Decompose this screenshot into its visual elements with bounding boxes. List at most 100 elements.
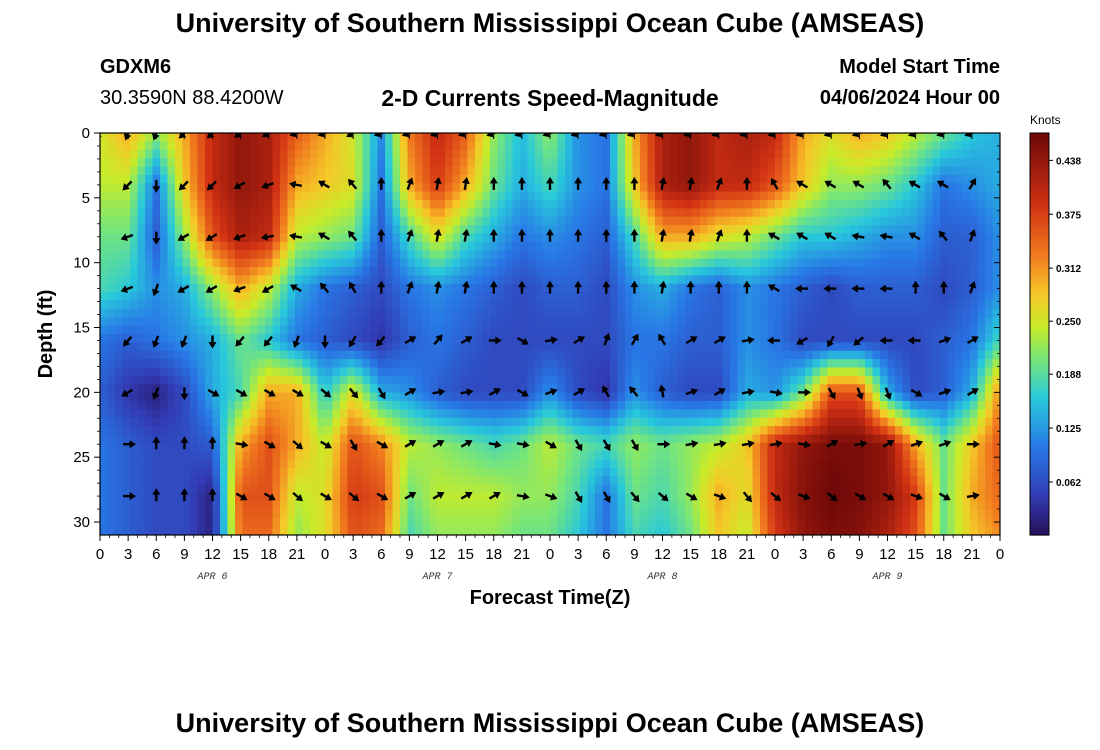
heatmap-cell <box>325 325 334 335</box>
heatmap-cell <box>535 401 544 410</box>
heatmap-cell <box>310 434 319 444</box>
heatmap-cell <box>617 459 626 469</box>
heatmap-cell <box>580 292 589 302</box>
heatmap-cell <box>437 308 446 318</box>
heatmap-cell <box>880 191 889 201</box>
heatmap-cell <box>242 174 251 184</box>
heatmap-cell <box>467 149 476 159</box>
heatmap-cell <box>482 409 491 419</box>
heatmap-cell <box>812 250 821 260</box>
heatmap-cell <box>302 225 311 235</box>
heatmap-cell <box>962 451 971 461</box>
heatmap-cell <box>565 158 574 168</box>
heatmap-cell <box>865 141 874 151</box>
heatmap-cell <box>625 166 634 176</box>
heatmap-cell <box>887 241 896 251</box>
heatmap-cell <box>107 442 116 452</box>
heatmap-cell <box>107 459 116 469</box>
heatmap-cell <box>460 200 469 209</box>
heatmap-cell <box>137 359 146 369</box>
heatmap-cell <box>182 359 191 369</box>
heatmap-cell <box>565 476 574 486</box>
heatmap-cell <box>475 442 484 452</box>
heatmap-cell <box>490 317 499 327</box>
heatmap-cell <box>362 375 371 385</box>
heatmap-cell <box>872 459 881 469</box>
heatmap-cell <box>812 442 821 452</box>
heatmap-cell <box>895 384 904 394</box>
heatmap-cell <box>557 149 566 159</box>
heatmap-cell <box>647 225 656 235</box>
heatmap-cell <box>272 468 281 477</box>
heatmap-cell <box>880 417 889 427</box>
heatmap-cell <box>340 158 349 168</box>
heatmap-cell <box>512 384 521 394</box>
heatmap-cell <box>812 241 821 251</box>
heatmap-cell <box>782 342 791 352</box>
heatmap-cell <box>467 258 476 268</box>
heatmap-cell <box>842 283 851 293</box>
heatmap-cell <box>220 208 229 218</box>
heatmap-cell <box>197 183 206 193</box>
heatmap-cell <box>122 468 131 477</box>
heatmap-cell <box>880 133 889 142</box>
heatmap-cell <box>745 275 754 285</box>
heatmap-cell <box>985 300 994 310</box>
heatmap-cell <box>730 258 739 268</box>
heatmap-cell <box>227 149 236 159</box>
heatmap-cell <box>745 375 754 385</box>
heatmap-cell <box>422 216 431 226</box>
heatmap-cell <box>287 183 296 193</box>
heatmap-cell <box>610 141 619 151</box>
heatmap-cell <box>527 317 536 327</box>
heatmap-cell <box>985 451 994 461</box>
heatmap-cell <box>257 325 266 335</box>
heatmap-cell <box>865 451 874 461</box>
heatmap-cell <box>805 225 814 235</box>
heatmap-cell <box>115 476 124 486</box>
heatmap-cell <box>700 317 709 327</box>
heatmap-cell <box>392 149 401 159</box>
heatmap-cell <box>362 300 371 310</box>
heatmap-cell <box>910 183 919 193</box>
heatmap-cell <box>460 292 469 302</box>
heatmap-cell <box>775 442 784 452</box>
heatmap-cell <box>512 208 521 218</box>
heatmap-cell <box>437 200 446 209</box>
heatmap-cell <box>910 300 919 310</box>
heatmap-cell <box>872 158 881 168</box>
heatmap-cell <box>610 174 619 184</box>
heatmap-cell <box>220 174 229 184</box>
heatmap-cell <box>745 141 754 151</box>
heatmap-cell <box>100 468 109 477</box>
heatmap-cell <box>512 200 521 209</box>
heatmap-cell <box>130 334 139 343</box>
heatmap-cell <box>610 451 619 461</box>
heatmap-cell <box>340 317 349 327</box>
heatmap-cell <box>782 225 791 235</box>
heatmap-cell <box>130 426 139 436</box>
heatmap-cell <box>332 158 341 168</box>
heatmap-cell <box>130 350 139 360</box>
heatmap-cell <box>190 325 199 335</box>
heatmap-cell <box>145 417 154 427</box>
heatmap-cell <box>520 183 529 193</box>
heatmap-cell <box>475 250 484 260</box>
heatmap-cell <box>115 451 124 461</box>
heatmap-cell <box>400 451 409 461</box>
heatmap-cell <box>977 342 986 352</box>
heatmap-cell <box>325 359 334 369</box>
heatmap-cell <box>490 191 499 201</box>
heatmap-cell <box>542 476 551 486</box>
heatmap-cell <box>437 476 446 486</box>
heatmap-cell <box>535 174 544 184</box>
heatmap-cell <box>692 434 701 444</box>
heatmap-cell <box>895 216 904 226</box>
heatmap-cell <box>527 468 536 477</box>
heatmap-cell <box>347 233 356 243</box>
heatmap-cell <box>985 325 994 335</box>
heatmap-cell <box>587 434 596 444</box>
heatmap-cell <box>355 191 364 201</box>
heatmap-cell <box>947 468 956 477</box>
heatmap-cell <box>820 426 829 436</box>
